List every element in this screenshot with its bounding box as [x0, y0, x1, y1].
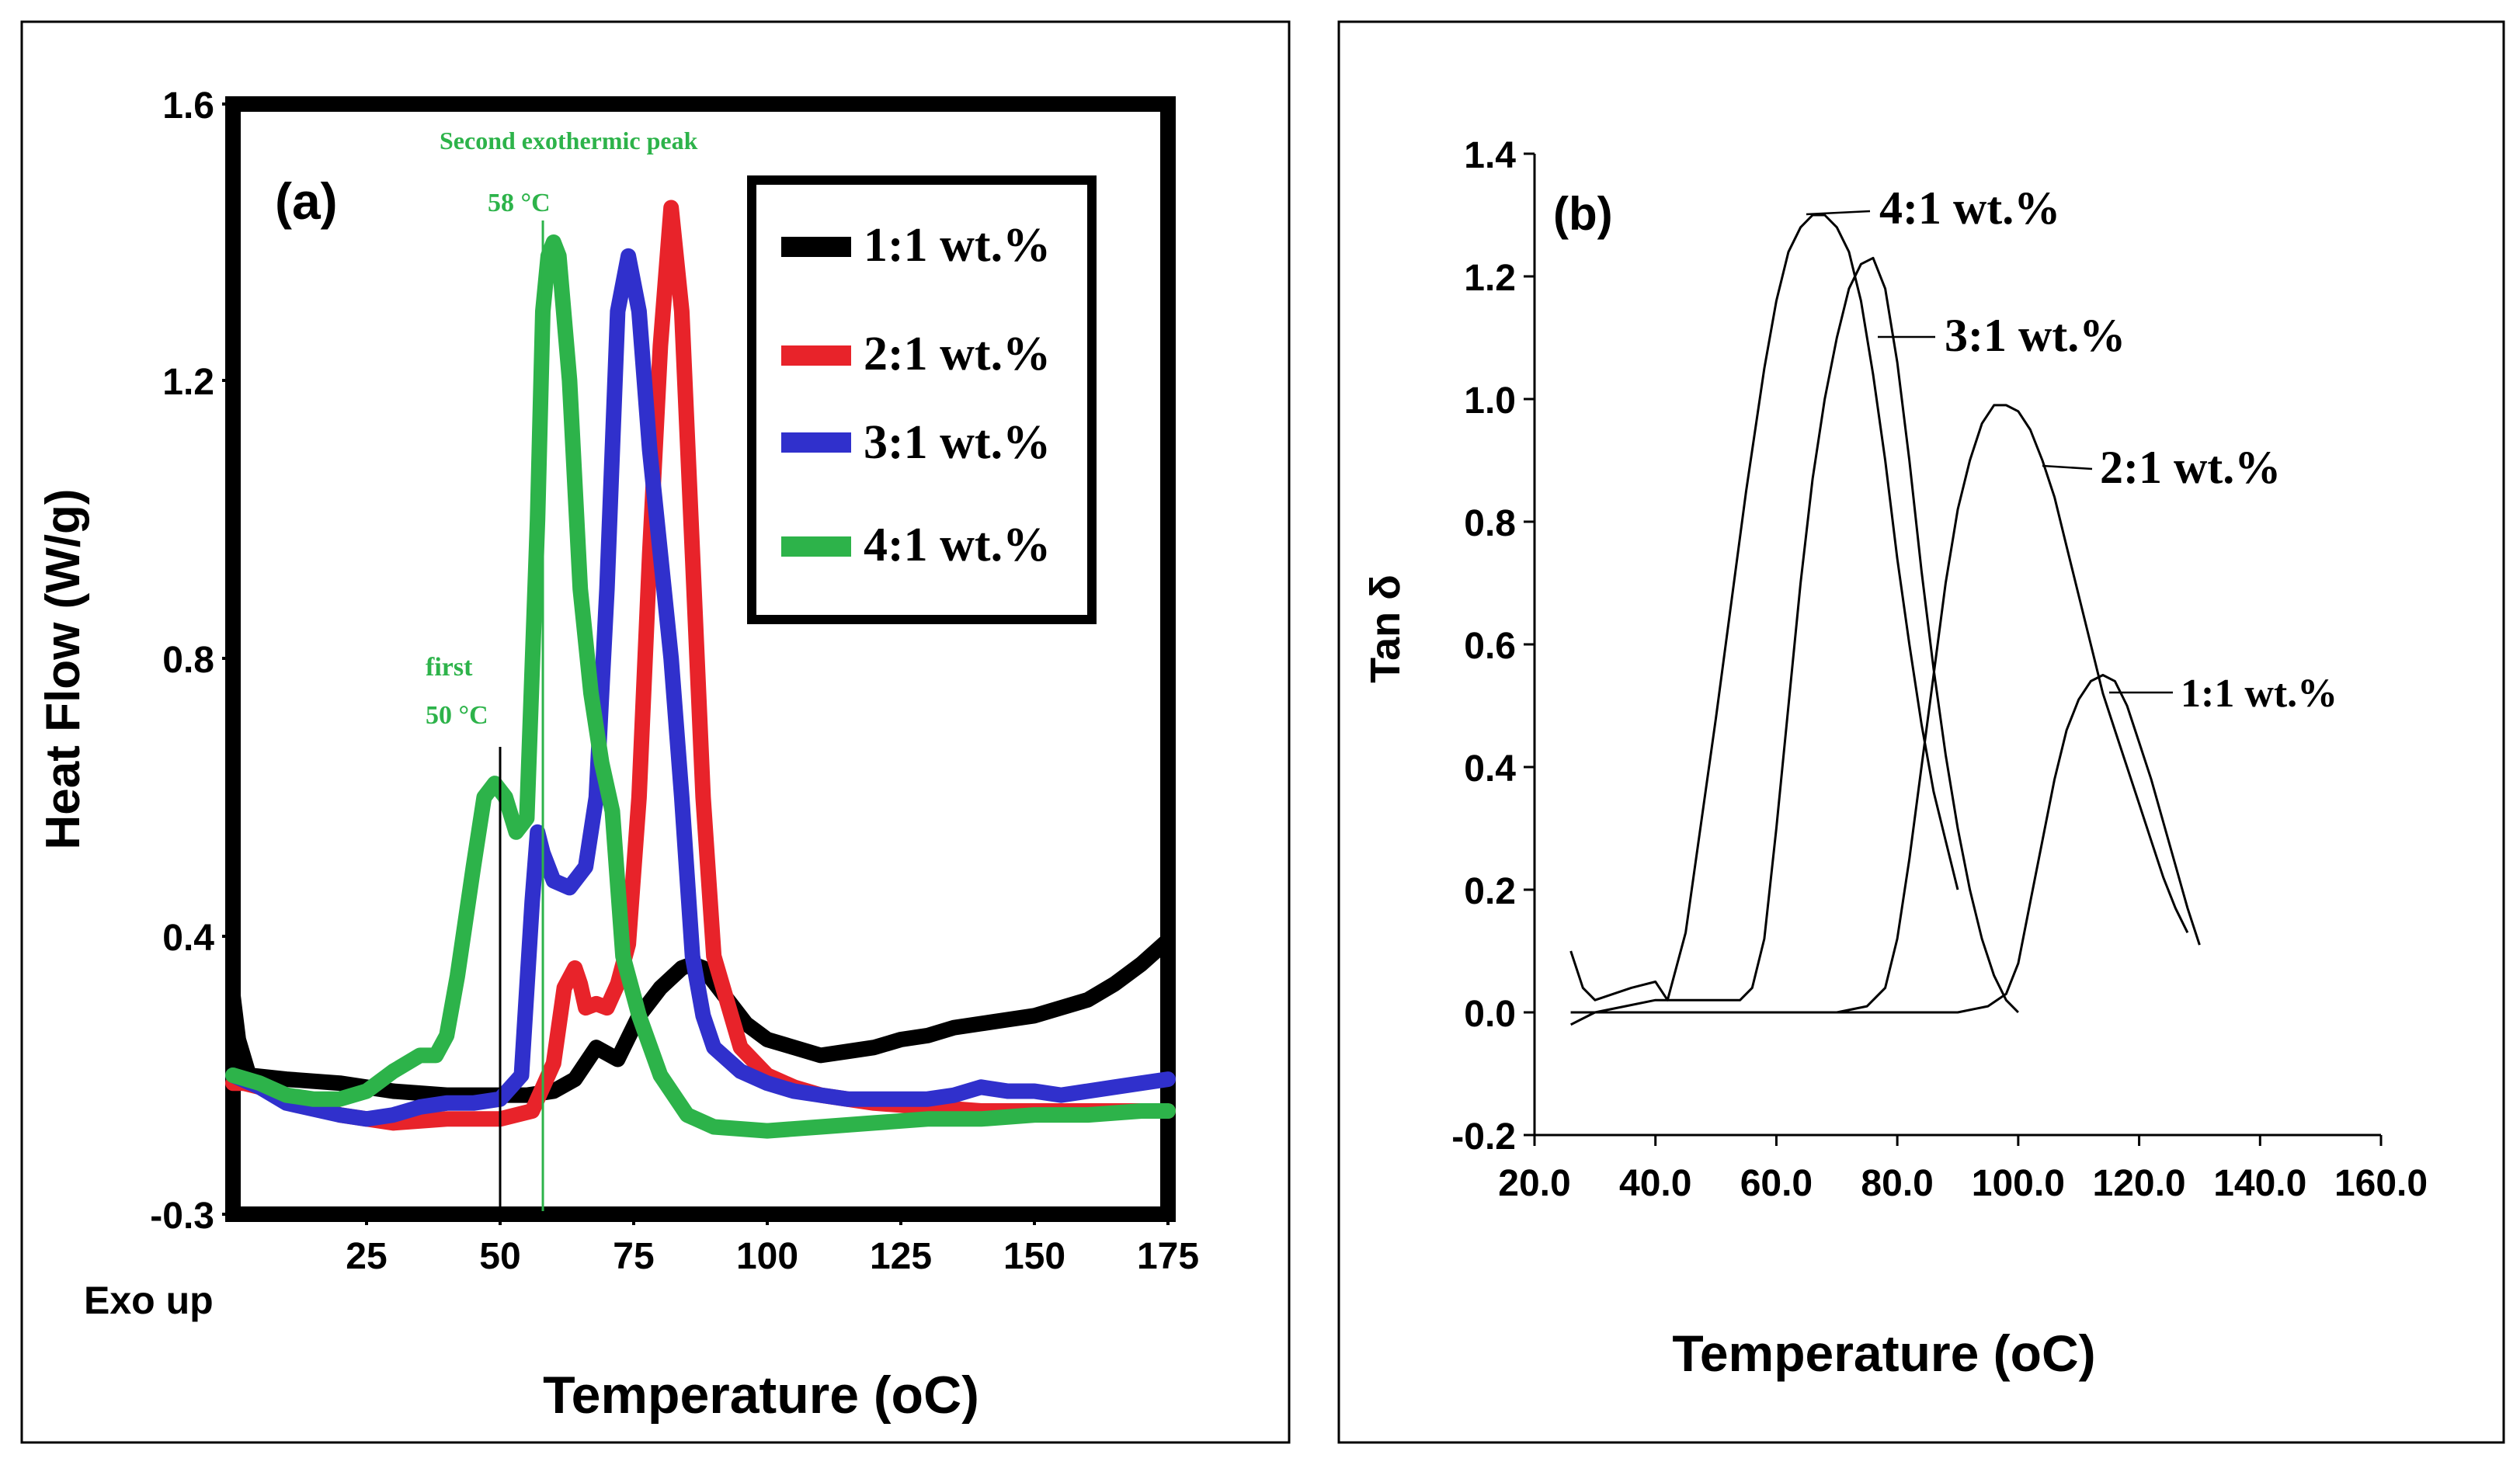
panel-a-x-tick-label: 150 [1003, 1236, 1065, 1277]
panel-b-y-tick-label: 0.0 [1464, 994, 1516, 1035]
panel-b-x-axis-title: Temperature (oC) [1672, 1324, 2095, 1382]
panel-b-x-tick-label: 60.0 [1740, 1163, 1813, 1204]
panel-b-frame [1337, 20, 2505, 1444]
series-a-4-1 [225, 234, 1176, 1139]
series-b-4-1 [1569, 213, 1959, 1002]
callout-label-2-1: 2:1 wt.% [2100, 442, 2281, 493]
panel-a-y-tick-label: 1.6 [162, 85, 214, 127]
panel-b-y-tick-label: 1.0 [1464, 380, 1516, 422]
panel-a-frame [20, 20, 1291, 1444]
panel-b-x-tick-label: 40.0 [1619, 1163, 1691, 1204]
panel-a-x-tick-label: 125 [870, 1236, 932, 1277]
panel-a-label: (a) [275, 172, 338, 230]
panel-b-y-tick-label: 0.8 [1464, 503, 1516, 544]
panel-b-x-tick-label: 140.0 [2213, 1163, 2306, 1204]
panel-b-y-tick-label: -0.2 [1451, 1116, 1516, 1158]
panel-a-x-tick-label: 25 [346, 1236, 387, 1277]
panel-a-y-tick-label: 0.8 [162, 640, 214, 681]
panel-a: -0.30.40.81.21.6 25 50 75 100 125 150 175 (a) … [20, 20, 1291, 1444]
series-b-1-1 [1570, 674, 2201, 1014]
legend-label-1-1: 1:1 wt.% [864, 219, 1051, 272]
panel-b-x-tick-label: 20.0 [1498, 1163, 1570, 1204]
exo-up-label: Exo up [84, 1279, 214, 1322]
panel-a-x-tick-label: 75 [613, 1236, 654, 1277]
callout-label-1-1: 1:1 wt.% [2181, 672, 2338, 716]
panel-a-x-tick-label: 175 [1137, 1236, 1199, 1277]
callouts-b: 4:1 wt.% 3:1 wt.% 2:1 wt.% 1:1 wt.% [1806, 182, 2338, 716]
callout-line-2-1 [2042, 464, 2093, 470]
panel-b-x-tick-label: 120.0 [2093, 1163, 2186, 1204]
panel-a-y-tick-label: -0.3 [150, 1196, 214, 1237]
panel-a-y-tick-label: 0.4 [162, 918, 214, 959]
callout-label-4-1: 4:1 wt.% [1879, 182, 2060, 234]
series-a-3-1 [225, 248, 1176, 1127]
legend-label-2-1: 2:1 wt.% [864, 328, 1051, 380]
annotation-second-peak-temp: 58 °C [488, 189, 551, 217]
panel-b-y-tick-label: 1.2 [1464, 258, 1516, 299]
series-b-2-1 [1570, 404, 2189, 1014]
panel-b-y-axis-title: Tan δ [1362, 575, 1409, 683]
callout-label-3-1: 3:1 wt.% [1945, 310, 2125, 361]
panel-b-y-tick-label: 0.2 [1464, 871, 1516, 912]
panel-a-y-axis-title: Heat Flow (W/g) [36, 489, 90, 850]
panel-a-x-tick-label: 50 [479, 1236, 520, 1277]
annotation-first-peak-title: first [426, 653, 473, 682]
panel-b-y-tick-label: 0.4 [1464, 748, 1516, 790]
legend-label-4-1: 4:1 wt.% [864, 519, 1051, 571]
panel-b-x-tick-label: 160.0 [2334, 1163, 2428, 1204]
panel-b-label: (b) [1553, 188, 1613, 240]
annotation-second-peak-title: Second exothermic peak [440, 127, 698, 154]
legend-label-3-1: 3:1 wt.% [864, 416, 1051, 469]
series-b-3-1 [1570, 256, 2019, 1026]
annotation-first-peak-temp: 50 °C [426, 701, 488, 730]
panel-b-y-tick-label: 0.6 [1464, 626, 1516, 667]
panel-b: -0.2 0.0 0.2 0.4 0.6 0.8 1.0 1.2 1.4 20.0 40.0 60.… [1337, 20, 2505, 1444]
panel-b-y-tick-label: 1.4 [1464, 135, 1516, 176]
panel-a-x-tick-label: 100 [736, 1236, 798, 1277]
panel-a-x-axis-title: Temperature (oC) [543, 1366, 979, 1425]
panel-b-x-tick-label: 100.0 [1972, 1163, 2065, 1204]
panel-a-y-tick-label: 1.2 [162, 362, 214, 403]
panel-b-x-tick-label: 80.0 [1861, 1163, 1933, 1204]
callout-line-4-1 [1806, 210, 1871, 216]
legend-a: 1:1 wt.% 2:1 wt.% 3:1 wt.% 4:1 wt.% [747, 175, 1097, 624]
